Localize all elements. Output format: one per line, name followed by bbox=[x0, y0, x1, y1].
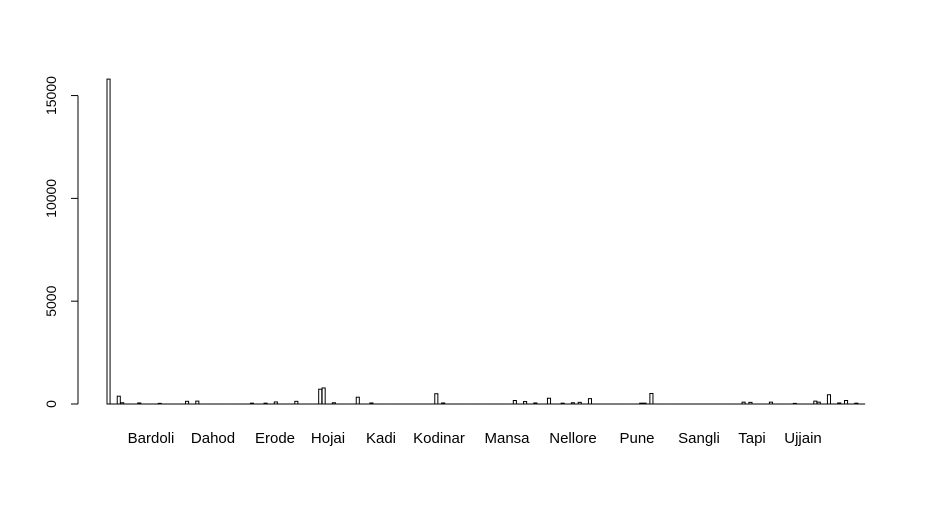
bar bbox=[157, 402, 162, 405]
x-tick-label: Kodinar bbox=[413, 430, 465, 447]
bar bbox=[294, 400, 299, 405]
bar bbox=[854, 402, 859, 405]
bars-group bbox=[106, 78, 866, 405]
bar bbox=[249, 402, 254, 405]
x-tick-label: Nellore bbox=[549, 430, 597, 447]
bar bbox=[355, 396, 360, 405]
bar bbox=[844, 400, 849, 405]
bar bbox=[587, 398, 592, 405]
bar bbox=[837, 402, 842, 405]
bar bbox=[642, 402, 647, 405]
bar bbox=[813, 400, 818, 405]
bar bbox=[195, 400, 200, 405]
bar bbox=[120, 402, 125, 405]
x-tick-label: Kadi bbox=[366, 430, 396, 447]
bar bbox=[331, 402, 336, 405]
x-tick-label: Erode bbox=[255, 430, 295, 447]
y-tick-label: 0 bbox=[43, 400, 59, 408]
bar bbox=[523, 401, 528, 405]
bar bbox=[816, 401, 821, 405]
bar bbox=[137, 402, 142, 405]
bar bbox=[185, 400, 190, 405]
bar bbox=[512, 400, 517, 405]
bar bbox=[577, 401, 582, 405]
bar bbox=[546, 397, 552, 405]
x-tick-label: Mansa bbox=[484, 430, 530, 447]
y-tick-label: 10000 bbox=[43, 179, 59, 218]
bar bbox=[560, 402, 565, 405]
bar bbox=[434, 393, 439, 405]
bar bbox=[369, 402, 374, 405]
bar bbox=[318, 388, 323, 405]
x-tick-label: Sangli bbox=[678, 430, 720, 447]
bar bbox=[826, 394, 832, 405]
x-tick-label: Bardoli bbox=[128, 430, 175, 447]
bar bbox=[792, 402, 797, 405]
x-tick-label: Dahod bbox=[191, 430, 235, 447]
x-tick-label: Ujjain bbox=[784, 430, 822, 447]
bar bbox=[533, 402, 538, 405]
x-tick-label: Pune bbox=[619, 430, 654, 447]
y-axis: 0 5000 10000 15000 bbox=[43, 76, 79, 408]
bar bbox=[768, 401, 773, 405]
x-tick-label: Hojai bbox=[311, 430, 345, 447]
bar bbox=[106, 78, 111, 405]
bar bbox=[273, 401, 278, 405]
bar bbox=[639, 402, 644, 405]
y-tick-label: 5000 bbox=[43, 285, 59, 316]
bar bbox=[321, 387, 326, 405]
bar bbox=[741, 401, 746, 405]
x-tick-label: Tapi bbox=[738, 430, 766, 447]
bar bbox=[649, 393, 654, 405]
bar bbox=[116, 395, 121, 405]
bar bbox=[748, 401, 753, 405]
y-tick-label: 15000 bbox=[43, 76, 59, 115]
bar bbox=[570, 402, 575, 405]
x-axis-labels: Bardoli Dahod Erode Hojai Kadi Kodinar Mansa Ne… bbox=[128, 430, 822, 447]
bar bbox=[263, 402, 268, 405]
bar bbox=[441, 402, 446, 405]
